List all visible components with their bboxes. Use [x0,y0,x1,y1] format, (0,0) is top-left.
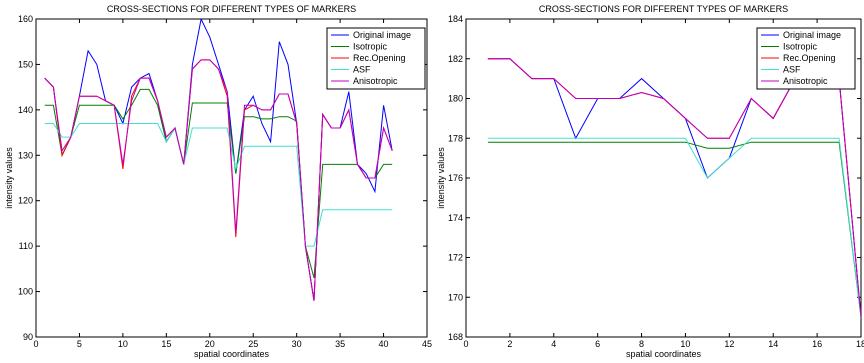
x-tick-label: 2 [507,339,512,349]
series-line-anisotropic [487,58,861,318]
right-chart: CROSS-SECTIONS FOR DIFFERENT TYPES OF MA… [436,4,864,359]
x-tick-label: 14 [768,339,778,349]
legend-entry: Rec.Opening [353,53,406,63]
y-tick-label: 150 [18,59,33,69]
y-tick-label: 178 [448,133,463,143]
series-line-original-image [487,58,861,318]
x-tick-label: 18 [856,339,864,349]
legend-entry: ASF [353,65,371,75]
x-tick-label: 4 [551,339,556,349]
x-tick-label: 16 [812,339,822,349]
y-tick-label: 174 [448,213,463,223]
y-axis-label: intensity values [436,147,446,209]
x-tick-label: 10 [680,339,690,349]
x-tick-label: 0 [33,339,38,349]
y-tick-label: 168 [448,332,463,342]
legend-entry: Original image [783,30,841,40]
y-tick-label: 184 [448,14,463,24]
y-tick-label: 176 [448,173,463,183]
series-line-anisotropic [44,59,393,301]
x-axis-label: spatial coordinates [194,349,270,359]
chart-title: CROSS-SECTIONS FOR DIFFERENT TYPES OF MA… [107,4,356,14]
chart-title: CROSS-SECTIONS FOR DIFFERENT TYPES OF MA… [539,4,788,14]
legend-entry: ASF [783,65,801,75]
legend-entry: Isotropic [353,42,388,52]
legend [756,27,856,90]
legend-entry: Original image [353,30,411,40]
y-tick-label: 120 [18,196,33,206]
x-tick-label: 6 [595,339,600,349]
x-tick-label: 0 [463,339,468,349]
y-tick-label: 160 [18,14,33,24]
series-line-isotropic [44,88,393,279]
x-tick-label: 25 [248,339,258,349]
y-tick-label: 182 [448,54,463,64]
x-tick-label: 12 [724,339,734,349]
x-tick-label: 35 [335,339,345,349]
legend-entry: Anisotropic [353,76,398,86]
plot-area [35,18,428,338]
x-axis-label: spatial coordinates [626,349,702,359]
x-tick-label: 15 [161,339,171,349]
series-line-asf [44,123,393,247]
legend-entry: Isotropic [783,42,818,52]
x-tick-label: 30 [292,339,302,349]
legend-entry: Rec.Opening [783,53,836,63]
x-tick-label: 20 [205,339,215,349]
y-tick-label: 140 [18,105,33,115]
y-tick-label: 110 [19,241,33,251]
x-tick-label: 10 [118,339,128,349]
series-line-asf [487,137,861,318]
x-tick-label: 45 [422,339,432,349]
y-axis-label: intensity values [4,147,14,209]
y-tick-label: 172 [448,253,463,263]
y-tick-label: 130 [18,150,33,160]
legend-entry: Anisotropic [783,76,828,86]
x-tick-label: 8 [639,339,644,349]
left-chart: CROSS-SECTIONS FOR DIFFERENT TYPES OF MA… [4,4,432,359]
y-tick-label: 170 [448,292,463,302]
y-tick-label: 180 [448,94,463,104]
series-line-rec-opening [487,58,861,318]
y-tick-label: 100 [18,287,33,297]
series-line-isotropic [487,141,861,318]
x-tick-label: 5 [77,339,82,349]
x-tick-label: 40 [379,339,389,349]
y-tick-label: 90 [23,332,33,342]
